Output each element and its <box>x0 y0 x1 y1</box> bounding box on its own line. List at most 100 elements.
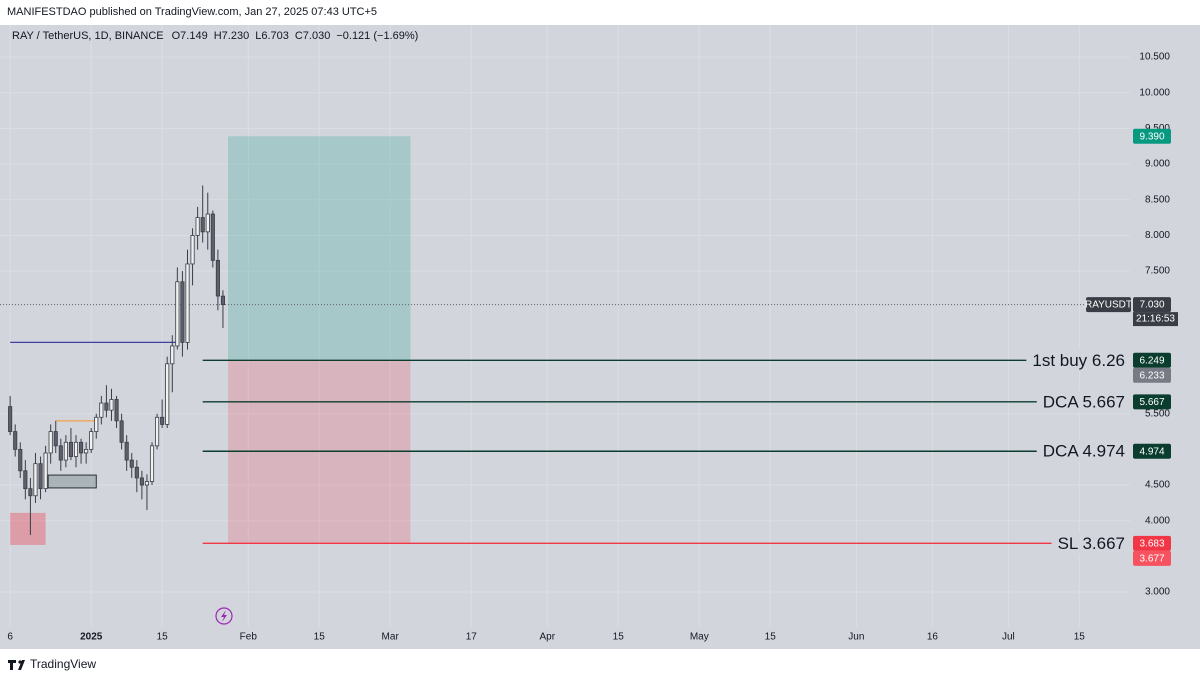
candle-body <box>84 448 89 454</box>
y-tick-label: 4.500 <box>1145 480 1170 491</box>
chart-title: RAY / TetherUS, 1D, BINANCE <box>12 30 164 42</box>
legend-value: O7.149 <box>172 30 208 42</box>
level-label: SL 3.667 <box>1058 534 1125 553</box>
legend-value: C7.030 <box>295 30 330 42</box>
x-tick-label: May <box>690 632 709 643</box>
candle-body <box>23 470 28 490</box>
y-tick-label: 10.500 <box>1139 52 1170 63</box>
candle-body <box>210 213 215 261</box>
x-tick-label: 2025 <box>80 632 103 643</box>
y-tick-label: 3.000 <box>1145 587 1170 598</box>
brand-logo: TradingView <box>8 657 96 671</box>
zone-box <box>47 474 97 489</box>
candle-body <box>53 431 58 447</box>
price-tag-label: 9.390 <box>1139 131 1164 142</box>
countdown-label: 21:16:53 <box>1136 314 1175 325</box>
candle-body <box>68 441 73 457</box>
y-tick-label: 5.500 <box>1145 408 1170 419</box>
legend-value: L6.703 <box>255 30 289 42</box>
level-label: 1st buy 6.26 <box>1032 351 1125 370</box>
grid <box>0 25 1130 627</box>
candle-body <box>89 431 94 450</box>
price-tag <box>1133 367 1171 383</box>
y-tick-label: 4.000 <box>1145 515 1170 526</box>
candle-body <box>149 445 155 482</box>
candle-body <box>18 448 23 472</box>
lightning-icon <box>215 607 233 625</box>
candle-body <box>160 416 165 425</box>
candle-body <box>43 452 48 490</box>
price-tag <box>1133 535 1171 551</box>
candle-body <box>190 235 195 265</box>
level-label-bg <box>1036 390 1127 413</box>
candle-body <box>180 281 185 343</box>
y-tick-label: 10.000 <box>1139 87 1170 98</box>
zone-box <box>10 512 46 545</box>
candle-body <box>185 263 190 343</box>
x-tick-label: 15 <box>314 632 326 643</box>
x-tick-label: 15 <box>1074 632 1086 643</box>
level-label: DCA 5.667 <box>1043 392 1125 411</box>
brand-name: TradingView <box>30 657 96 671</box>
candle-body <box>33 463 38 497</box>
candle-body <box>124 441 129 461</box>
x-tick-label: 15 <box>765 632 777 643</box>
candle-body <box>129 459 134 468</box>
symbol-label: RAYUSDT <box>1085 300 1132 311</box>
price-tag <box>1133 128 1171 144</box>
candle-body <box>79 441 84 454</box>
price-tag <box>1133 550 1171 566</box>
candle-body <box>119 420 124 443</box>
candle-body <box>170 345 175 365</box>
price-tag <box>1133 352 1171 368</box>
y-tick-label: 9.000 <box>1145 159 1170 170</box>
y-tick-label: 8.500 <box>1145 194 1170 205</box>
levels: 1st buy 6.26 DCA 5.667 DCA 4.974 SL 3.667 <box>202 349 1127 555</box>
level-label-bg <box>1026 349 1127 372</box>
symbol-tag <box>1086 297 1131 313</box>
level-label: DCA 4.974 <box>1043 442 1125 461</box>
candle-body <box>155 416 160 447</box>
x-tick-label: 17 <box>466 632 478 643</box>
candle-body <box>58 445 63 461</box>
price-tag-label: 3.683 <box>1139 538 1164 549</box>
axis-labels: 6 2025 15 Feb 15 Mar 17 Apr 15 May 15 Jun 16 Jul 15 10.… <box>7 52 1178 643</box>
ohlc-legend: O7.149 H7.230 L6.703 C7.030 −0.121 (−1.69%) <box>172 30 419 42</box>
time-axis <box>0 627 1200 649</box>
price-tag <box>1133 394 1171 410</box>
candle-body <box>200 217 205 233</box>
x-tick-label: 15 <box>613 632 625 643</box>
x-tick-label: Mar <box>382 632 400 643</box>
candle-body <box>134 466 139 479</box>
x-tick-label: Jun <box>848 632 864 643</box>
candle-body <box>109 399 114 411</box>
profit-zone <box>228 136 411 361</box>
candle-body <box>63 441 68 461</box>
candle-body <box>13 431 18 450</box>
y-tick-label: 8.000 <box>1145 230 1170 241</box>
candle-body <box>205 213 210 233</box>
x-tick-label: 15 <box>157 632 169 643</box>
candles <box>8 185 226 535</box>
countdown-tag <box>1133 312 1178 327</box>
y-tick-label: 9.500 <box>1145 123 1170 134</box>
candle-body <box>38 463 43 490</box>
x-tick-label: Feb <box>240 632 258 643</box>
price-tag <box>1133 297 1171 313</box>
price-tag <box>1133 443 1171 459</box>
y-tick-label: 7.500 <box>1145 266 1170 277</box>
candle-body <box>114 399 119 422</box>
candle-body <box>73 441 79 457</box>
price-tag-label: 6.249 <box>1139 355 1164 366</box>
level-label-bg <box>1051 532 1127 555</box>
candle-body <box>104 402 109 411</box>
candle-body <box>195 217 200 236</box>
level-label-bg <box>1036 440 1127 463</box>
publisher: MANIFESTDAO published on TradingView.com… <box>7 6 377 18</box>
candle-body <box>215 259 220 297</box>
candle-body <box>8 406 13 432</box>
x-tick-label: 16 <box>927 632 939 643</box>
